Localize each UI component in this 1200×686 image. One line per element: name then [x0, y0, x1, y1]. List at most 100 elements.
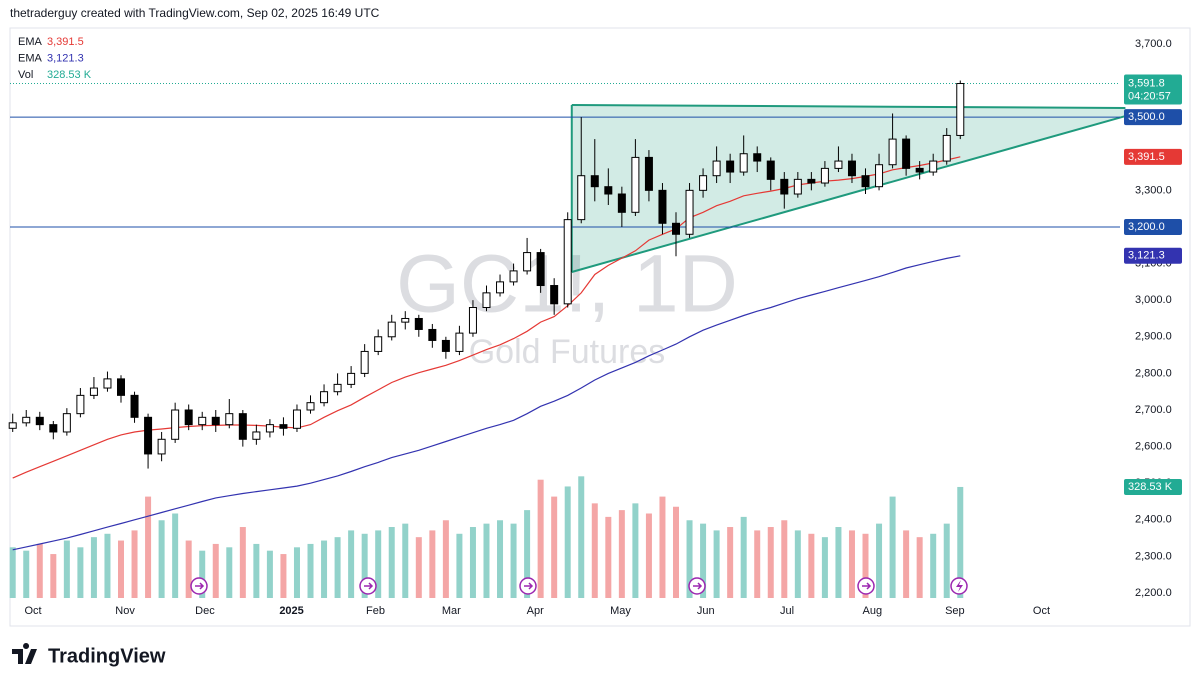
volume-tag: 328.53 K [1128, 481, 1173, 493]
candle-body [577, 175, 586, 221]
candle-body [820, 167, 829, 184]
x-tick-label: Dec [195, 605, 215, 617]
y-tick-label: 2,800.0 [1135, 367, 1172, 379]
ema-line [12, 156, 961, 479]
candle-body [590, 175, 599, 188]
volume-bar [185, 540, 192, 598]
y-tick-label: 2,900.0 [1135, 331, 1172, 343]
candle-body [360, 350, 369, 374]
volume-bar [659, 496, 666, 598]
candle-body [171, 409, 180, 440]
frame [9, 27, 1191, 627]
volume-bar [605, 516, 612, 598]
volume-bar [848, 530, 855, 598]
y-tick-label: 2,300.0 [1135, 550, 1172, 562]
candle-body [22, 416, 31, 424]
volume-bar [334, 537, 341, 598]
volume-bar [510, 523, 517, 598]
legend-value: 328.53 K [47, 69, 92, 81]
candle-body [956, 83, 965, 136]
volume-bar [591, 503, 598, 598]
x-tick-label: Feb [366, 605, 385, 617]
volume-bar [36, 543, 43, 598]
volume-bar [145, 496, 152, 598]
volume-bar [876, 523, 883, 598]
candle-body [523, 252, 532, 272]
level-tag: 3,200.0 [1128, 221, 1165, 233]
candle-body [929, 160, 938, 173]
candle-body [807, 178, 816, 184]
candle-body [631, 156, 640, 213]
candle-body [658, 189, 667, 224]
y-tick-label: 2,200.0 [1135, 587, 1172, 599]
candle-body [144, 416, 153, 455]
volume-bar [781, 520, 788, 598]
candle-body [753, 153, 762, 162]
candle-body [252, 431, 261, 440]
candle-body [49, 424, 58, 433]
candle-body [712, 160, 721, 177]
x-tick-label: Jul [780, 605, 794, 617]
volume-bar [673, 506, 679, 598]
volume-bar [497, 520, 504, 598]
x-tick-label: May [610, 605, 631, 617]
volume-bar [321, 540, 328, 598]
volume-bar [402, 523, 409, 598]
ema-tag-bg [1124, 148, 1182, 165]
candle-body [468, 306, 477, 334]
volume-bar [821, 537, 828, 598]
volume-bar [239, 527, 246, 598]
volume-bar [618, 510, 625, 598]
volume-bar [943, 523, 950, 598]
candle-body [103, 378, 112, 389]
candle-body [739, 153, 748, 173]
candle-body [902, 138, 911, 169]
candle-body [441, 339, 450, 352]
y-tick-label: 2,600.0 [1135, 441, 1172, 453]
volume-bar [767, 527, 774, 598]
volume-bar [700, 523, 707, 598]
y-tick-label: 2,700.0 [1135, 404, 1172, 416]
candle-body [942, 134, 951, 162]
watermark-name: Gold Futures [469, 333, 666, 371]
event-icon [359, 577, 377, 595]
candle-body [563, 219, 572, 305]
candle-body [726, 160, 735, 173]
candle-body [130, 394, 139, 418]
triangle-fill [571, 105, 1126, 272]
candle-body [793, 178, 802, 195]
candle-body [604, 186, 613, 195]
volume-bar [415, 537, 422, 598]
volume-bar [524, 510, 531, 598]
candle-body [861, 175, 870, 188]
volume-bar [199, 550, 206, 598]
volume-bar [9, 547, 16, 598]
volume-bar [754, 530, 761, 598]
volume-bar [118, 540, 124, 598]
candle-body [644, 156, 653, 191]
event-icons [190, 577, 968, 595]
candle-body [875, 164, 884, 188]
logo-mark [12, 643, 37, 664]
legend-name: EMA [18, 52, 43, 64]
volume-bar [835, 527, 842, 598]
candle-body [238, 413, 247, 440]
candle-body [699, 175, 708, 191]
x-tick-label: Apr [527, 605, 544, 617]
candle-body [387, 321, 396, 338]
plot: 2,200.02,300.02,400.02,500.02,600.02,700… [8, 38, 1182, 617]
volume-bar [930, 533, 937, 598]
x-tick-label: Mar [442, 605, 461, 617]
x-tick-label: Sep [945, 605, 965, 617]
event-icon [950, 577, 968, 595]
candle-body [157, 438, 166, 455]
volume-bar [212, 543, 219, 598]
volume-bar [253, 543, 260, 598]
candle-body [536, 252, 545, 287]
ema-tag: 3,121.3 [1128, 250, 1165, 262]
last-price-tag: 3,591.8 [1128, 77, 1165, 89]
volume-bar [564, 486, 571, 598]
volume-bar [442, 520, 449, 598]
candle-body [211, 416, 220, 426]
volume-bar [63, 540, 70, 598]
